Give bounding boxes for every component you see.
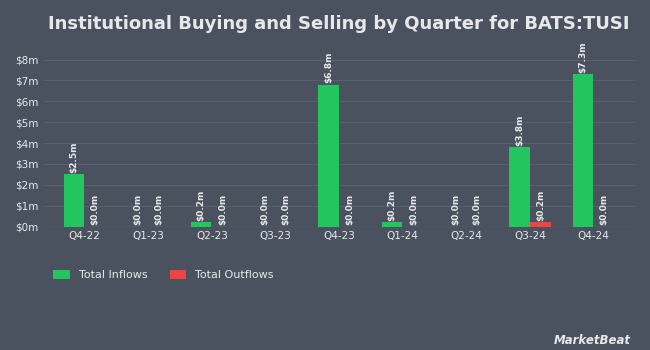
Text: $0.0m: $0.0m bbox=[261, 194, 269, 225]
Text: $0.0m: $0.0m bbox=[133, 194, 142, 225]
Text: $0.0m: $0.0m bbox=[451, 194, 460, 225]
Bar bbox=[509, 147, 530, 226]
Text: $0.2m: $0.2m bbox=[387, 190, 396, 221]
Bar bbox=[382, 223, 402, 226]
Bar bbox=[64, 174, 84, 226]
Text: $0.0m: $0.0m bbox=[345, 194, 354, 225]
Text: $0.2m: $0.2m bbox=[197, 190, 206, 221]
Bar bbox=[318, 85, 339, 226]
Bar bbox=[530, 223, 551, 226]
Text: $3.8m: $3.8m bbox=[515, 114, 524, 146]
Text: $0.2m: $0.2m bbox=[536, 190, 545, 221]
Text: $0.0m: $0.0m bbox=[409, 194, 418, 225]
Text: $0.0m: $0.0m bbox=[91, 194, 99, 225]
Text: $7.3m: $7.3m bbox=[578, 41, 588, 73]
Title: Institutional Buying and Selling by Quarter for BATS:TUSI: Institutional Buying and Selling by Quar… bbox=[48, 15, 630, 33]
Text: $0.0m: $0.0m bbox=[281, 194, 291, 225]
Bar bbox=[191, 223, 211, 226]
Text: $0.0m: $0.0m bbox=[600, 194, 609, 225]
Text: $0.0m: $0.0m bbox=[218, 194, 227, 225]
Text: $6.8m: $6.8m bbox=[324, 52, 333, 83]
Text: $2.5m: $2.5m bbox=[70, 142, 79, 173]
Text: $0.0m: $0.0m bbox=[154, 194, 163, 225]
Legend: Total Inflows, Total Outflows: Total Inflows, Total Outflows bbox=[49, 265, 278, 285]
Bar bbox=[573, 74, 593, 226]
Text: $0.0m: $0.0m bbox=[473, 194, 482, 225]
Text: MarketBeat: MarketBeat bbox=[554, 334, 630, 346]
